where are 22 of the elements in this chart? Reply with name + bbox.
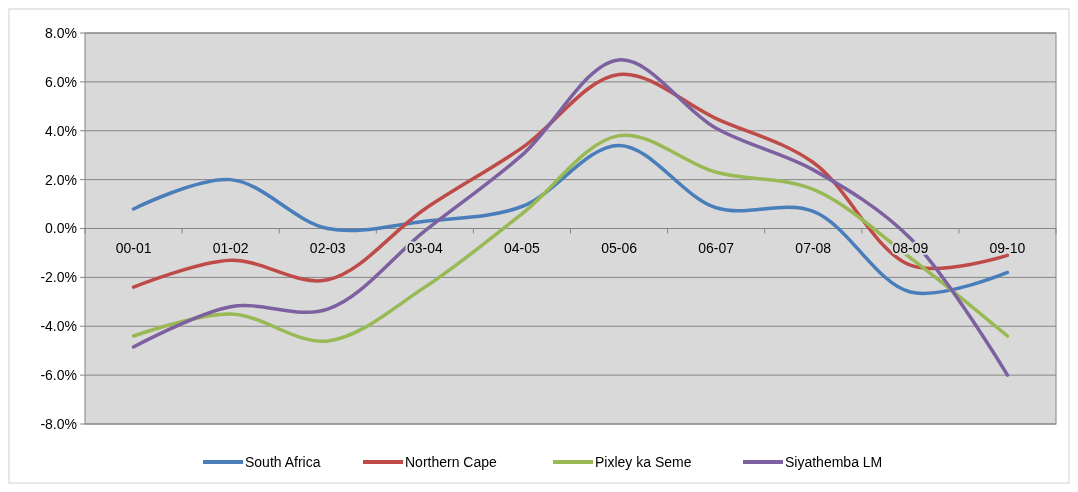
y-tick-label: -2.0% (40, 269, 77, 286)
x-tick-label: 09-10 (989, 239, 1026, 256)
x-tick-label: 03-04 (406, 239, 443, 256)
x-tick-label: 00-01 (115, 239, 152, 256)
legend-label: Siyathemba LM (785, 453, 883, 470)
x-tick-label: 07-08 (795, 239, 832, 256)
y-tick-label: -4.0% (40, 318, 77, 335)
y-tick-label: 8.0% (45, 24, 77, 41)
legend-label: South Africa (245, 453, 321, 470)
y-tick-label: 4.0% (45, 122, 77, 139)
x-tick-label: 01-02 (212, 239, 249, 256)
x-tick-label: 02-03 (309, 239, 346, 256)
y-tick-label: -8.0% (40, 415, 77, 432)
legend-label: Northern Cape (405, 453, 498, 470)
y-tick-label: -6.0% (40, 367, 77, 384)
y-tick-label: 0.0% (45, 220, 77, 237)
y-tick-label: 2.0% (45, 171, 77, 188)
x-tick-label: 06-07 (698, 239, 735, 256)
x-tick-label: 05-06 (601, 239, 638, 256)
x-tick-label: 04-05 (504, 239, 541, 256)
legend-label: Pixley ka Seme (595, 453, 692, 470)
y-tick-label: 6.0% (45, 73, 77, 90)
